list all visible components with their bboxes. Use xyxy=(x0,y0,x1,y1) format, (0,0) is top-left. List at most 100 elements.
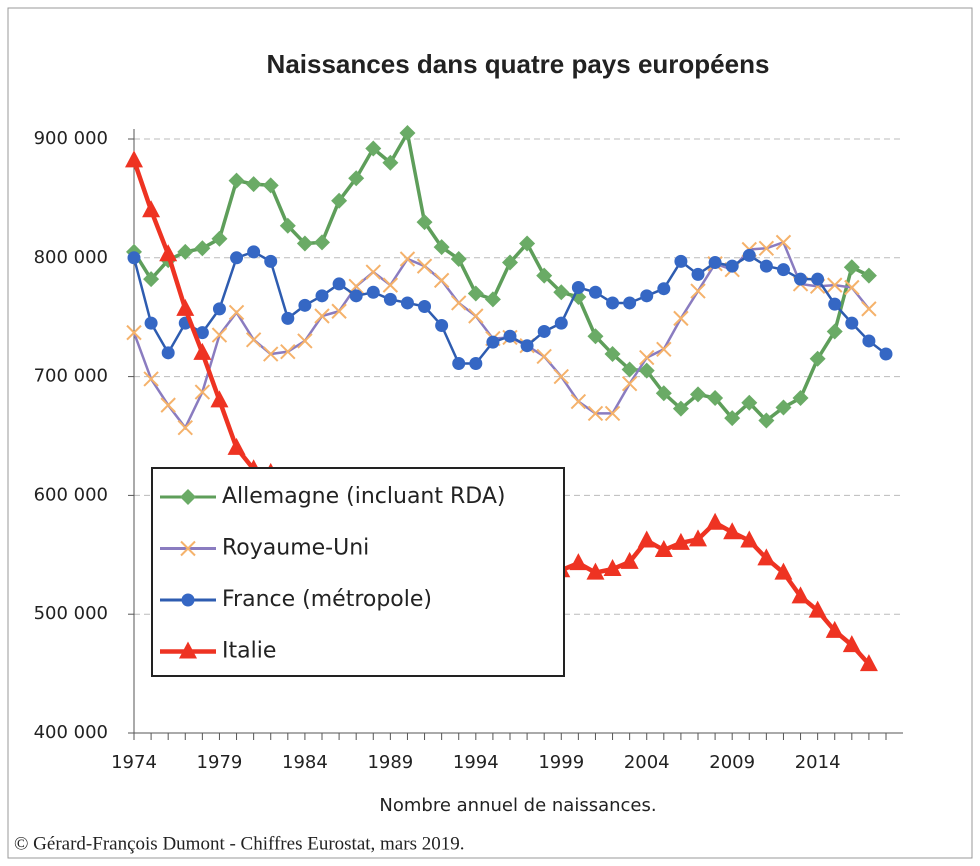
marker xyxy=(247,245,261,259)
marker xyxy=(520,339,534,353)
marker xyxy=(416,258,433,274)
marker xyxy=(180,489,196,505)
marker xyxy=(230,251,244,265)
marker xyxy=(860,267,877,284)
marker xyxy=(467,285,484,302)
marker xyxy=(621,361,638,378)
marker xyxy=(143,371,159,387)
marker xyxy=(181,593,195,607)
marker xyxy=(469,357,483,371)
marker xyxy=(142,200,161,218)
x-axis-label: Nombre annuel de naissances. xyxy=(379,795,656,816)
marker xyxy=(775,399,792,416)
marker xyxy=(672,400,689,417)
marker xyxy=(623,296,637,310)
marker xyxy=(724,410,741,427)
y-tick-label: 400 000 xyxy=(34,722,108,743)
marker xyxy=(194,384,211,400)
marker xyxy=(383,292,397,306)
marker xyxy=(144,316,158,330)
marker xyxy=(536,267,553,284)
frame xyxy=(7,7,973,859)
marker xyxy=(161,346,175,360)
x-tick-label: 1989 xyxy=(367,752,413,773)
y-tick-label: 600 000 xyxy=(34,484,108,505)
marker xyxy=(486,335,500,349)
marker xyxy=(826,323,843,340)
marker xyxy=(569,553,588,571)
x-tick-label: 2014 xyxy=(795,752,841,773)
marker xyxy=(811,272,825,286)
marker xyxy=(671,532,690,550)
marker xyxy=(621,376,638,392)
marker xyxy=(554,316,568,330)
marker xyxy=(571,281,585,294)
marker xyxy=(416,214,433,231)
y-tick-label: 500 000 xyxy=(34,603,108,624)
marker xyxy=(127,251,141,265)
y-tick-label: 900 000 xyxy=(34,128,108,149)
marker xyxy=(433,239,450,256)
marker xyxy=(723,522,742,540)
marker xyxy=(706,512,725,530)
marker xyxy=(279,217,296,234)
marker xyxy=(297,333,313,349)
marker xyxy=(708,256,722,270)
marker xyxy=(825,620,844,638)
marker xyxy=(689,529,707,547)
marker xyxy=(690,386,706,403)
marker xyxy=(842,635,861,653)
legend-label: Italie xyxy=(222,639,276,664)
x-tick-label: 1994 xyxy=(453,752,499,773)
marker xyxy=(638,362,655,379)
marker xyxy=(366,285,380,299)
marker xyxy=(758,412,775,429)
marker xyxy=(228,304,245,321)
marker xyxy=(862,334,876,348)
marker xyxy=(570,393,587,410)
marker xyxy=(348,170,365,187)
x-tick-label: 1974 xyxy=(111,752,157,773)
marker xyxy=(844,279,860,296)
marker xyxy=(603,559,622,577)
marker xyxy=(639,349,655,366)
x-tick-label: 1984 xyxy=(282,752,328,773)
marker xyxy=(536,348,552,365)
marker xyxy=(827,277,843,293)
marker xyxy=(758,240,775,257)
marker xyxy=(775,234,792,251)
marker xyxy=(125,150,143,168)
marker xyxy=(587,405,604,422)
marker xyxy=(193,342,212,360)
marker xyxy=(296,235,313,252)
marker xyxy=(502,254,518,271)
marker xyxy=(620,551,639,569)
marker xyxy=(211,230,228,247)
marker xyxy=(809,350,826,367)
marker xyxy=(776,263,790,277)
marker xyxy=(365,264,381,280)
marker xyxy=(179,641,197,659)
marker xyxy=(159,244,178,262)
marker xyxy=(331,192,348,209)
marker xyxy=(586,562,605,580)
marker xyxy=(210,390,229,408)
marker xyxy=(537,324,551,338)
marker xyxy=(435,319,449,333)
marker xyxy=(177,243,194,260)
marker xyxy=(400,296,414,310)
marker xyxy=(740,530,759,548)
marker xyxy=(399,125,416,142)
marker xyxy=(879,347,893,361)
marker xyxy=(742,248,756,262)
marker xyxy=(281,311,295,325)
marker xyxy=(228,172,245,189)
marker xyxy=(553,284,570,301)
marker xyxy=(433,272,450,289)
legend: Allemagne (incluant RDA) Royaume-Uni Franc… xyxy=(151,467,565,677)
marker xyxy=(588,285,602,299)
marker xyxy=(452,357,466,371)
marker xyxy=(484,291,501,308)
